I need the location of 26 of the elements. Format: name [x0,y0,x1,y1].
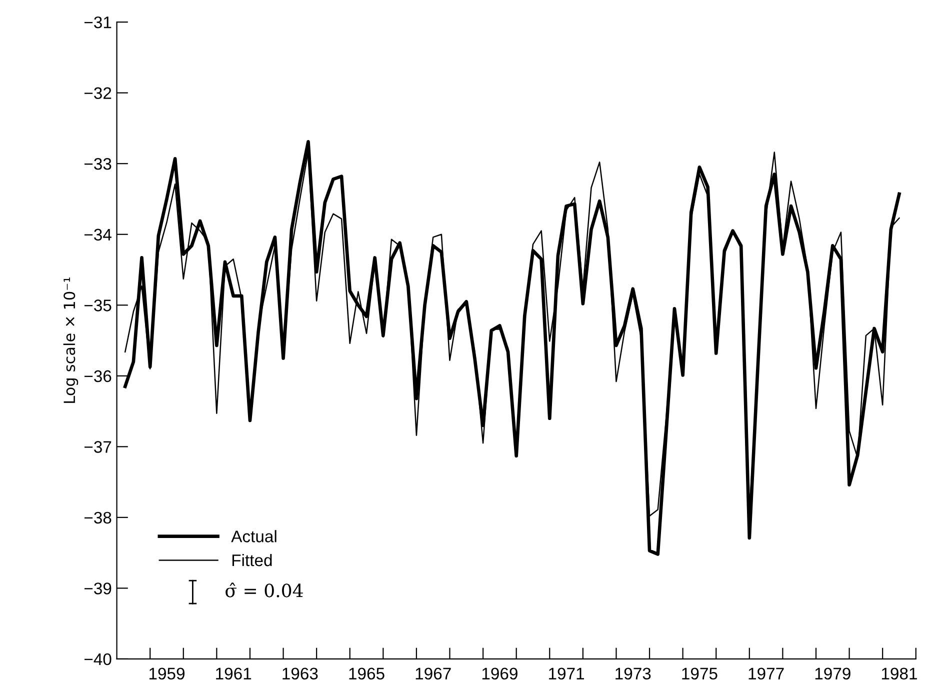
x-tick-label: 1977 [748,668,784,680]
legend-label: Fitted [232,554,272,566]
x-tick-label: 1973 [616,668,651,680]
y-tick-label: −36 [84,370,112,382]
x-tick-label: 1969 [482,668,518,680]
x-tick-label: 1961 [216,668,252,680]
x-tick-label: 1971 [549,668,584,680]
y-tick-label: −40 [84,653,112,666]
y-tick-label: −34 [84,228,112,241]
legend-label: Actual [231,530,276,542]
y-tick-label: −32 [84,87,112,100]
x-tick-label: 1975 [682,668,718,680]
x-tick-label: 1965 [349,668,384,680]
y-tick-label: −38 [84,512,112,524]
annotation: σ̂ = 0.04 [226,582,303,598]
y-tick-label: −37 [84,441,112,453]
x-tick-label: 1967 [416,668,451,680]
y-tick-label: −33 [84,158,112,170]
x-tick-label: 1959 [149,668,184,680]
x-tick-label: 1963 [282,668,318,680]
x-tick-label: 1979 [815,668,850,680]
y-tick-label: −35 [84,300,112,312]
y-tick-label: −39 [84,582,112,594]
x-tick-label: 1981 [882,668,917,680]
y-axis-title: Log scale × 10⁻¹ [63,278,78,403]
y-tick-label: −31 [84,16,112,28]
